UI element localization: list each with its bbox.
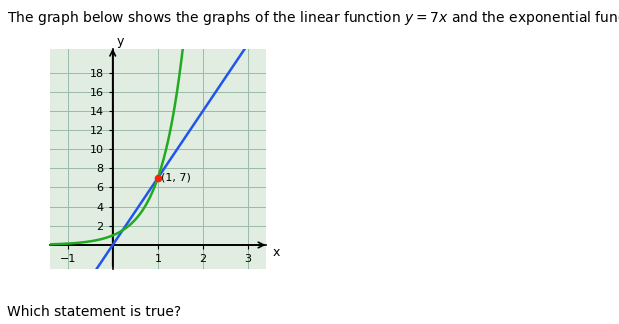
Text: (1, 7): (1, 7) — [161, 173, 191, 183]
Text: x: x — [273, 246, 280, 259]
Text: Which statement is true?: Which statement is true? — [7, 305, 181, 318]
Text: y: y — [116, 35, 124, 48]
Text: The graph below shows the graphs of the linear function $\it{y}$$=$$7x$ and the : The graph below shows the graphs of the … — [7, 10, 619, 29]
